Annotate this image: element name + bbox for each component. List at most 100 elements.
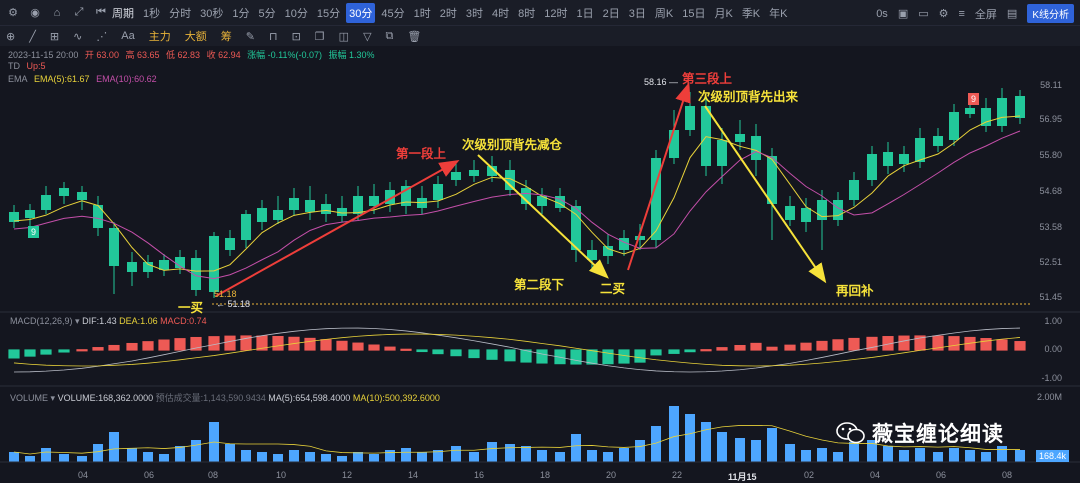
macd-bar <box>190 336 202 351</box>
sliders-icon[interactable]: ≡ <box>958 7 965 20</box>
macd-bar <box>108 344 120 351</box>
top-toolbar: ⚙ ◉ ⌂ ⤢ ⏮ 周期 1秒 分时 30秒 1分 5分 10分 15分 30分 45分 1时 2时… <box>0 0 1080 26</box>
timeframe-5[interactable]: 10分 <box>284 7 308 20</box>
period-label[interactable]: 周期 <box>112 7 134 20</box>
candle <box>651 150 661 248</box>
candle <box>635 224 645 250</box>
main-force-button[interactable]: 主力 <box>148 31 171 43</box>
layers-icon[interactable]: ⧉ <box>385 29 394 42</box>
indicator-toolbar: ⊕ ╱ ⊞ ∿ ⋰ Aa 主力 大额 筹 ✎ ⊓ ⊡ ❐ ◫ ▽ ⧉ 🗑 <box>0 26 1080 46</box>
timeframe-15[interactable]: 1日 <box>576 7 594 20</box>
candle <box>417 186 427 214</box>
fullscreen-button[interactable]: 全屏 <box>974 8 997 21</box>
volume-bar <box>997 446 1007 462</box>
volume-bar <box>717 432 727 462</box>
volume-bar <box>353 452 363 462</box>
macd-bar <box>750 342 762 351</box>
timeframe-19[interactable]: 15日 <box>682 7 706 20</box>
gear-icon[interactable]: ⚙ <box>938 8 949 20</box>
macd-bar <box>536 349 548 364</box>
macd-bar <box>866 336 878 351</box>
pattern-icon[interactable]: ⋰ <box>96 30 108 43</box>
copy-icon[interactable]: ❐ <box>314 30 325 43</box>
rewind-icon[interactable]: ⏮ <box>96 6 106 18</box>
ruler-icon[interactable]: ⊞ <box>49 30 60 43</box>
timeframe-0[interactable]: 1秒 <box>143 7 161 20</box>
timeframe-9[interactable]: 1时 <box>413 7 431 20</box>
text-tool[interactable]: Aa <box>121 30 135 42</box>
candle <box>433 176 443 208</box>
kline-analysis-button[interactable]: K线分析 <box>1027 4 1074 23</box>
timeframe-1[interactable]: 分时 <box>169 7 192 20</box>
layout-icon[interactable]: ▤ <box>1006 8 1018 20</box>
timeframe-6[interactable]: 15分 <box>316 7 341 20</box>
volume-bar <box>555 452 565 462</box>
candle <box>9 205 19 228</box>
timeframe-20[interactable]: 月K <box>714 7 733 20</box>
pencil-icon[interactable]: ✎ <box>245 30 255 43</box>
chips-button[interactable]: 筹 <box>220 31 232 43</box>
volume-bar <box>305 452 315 462</box>
volume-bar <box>225 444 235 462</box>
display-icon[interactable]: ▭ <box>918 8 929 20</box>
macd-bar <box>898 335 910 351</box>
macd-bar <box>368 344 380 351</box>
timeframe-4[interactable]: 5分 <box>258 7 276 20</box>
large-amount-button[interactable]: 大额 <box>184 31 207 43</box>
timeframe-12[interactable]: 4时 <box>492 7 510 20</box>
volume-bar <box>289 450 299 462</box>
timeframe-7[interactable]: 30分 <box>346 2 376 23</box>
timeframe-17[interactable]: 3日 <box>628 7 646 20</box>
coin-icon[interactable]: ◉ <box>30 7 40 19</box>
high-value: 高 63.65 <box>125 50 160 60</box>
macd-bar <box>256 335 268 351</box>
macd-bar <box>520 349 532 363</box>
timeframe-3[interactable]: 1分 <box>232 7 250 20</box>
candle <box>833 192 843 226</box>
candle <box>191 250 201 296</box>
volume-bar <box>337 456 347 462</box>
lock-icon[interactable]: ⊡ <box>291 30 301 43</box>
candle <box>555 188 565 212</box>
timeframe-11[interactable]: 3时 <box>465 7 483 20</box>
timeframe-14[interactable]: 12时 <box>544 7 568 20</box>
macd-value: MACD:0.74 <box>160 316 207 326</box>
volume-ma5: MA(5):654,598.4000 <box>268 393 351 403</box>
annotation-rebuy: 再回补 <box>836 284 874 298</box>
settings-icon[interactable]: ⚙ <box>8 7 18 19</box>
volume-title: VOLUME ▾ VOLUME:168,362.0000 预估成交量:1,143… <box>10 393 440 403</box>
timeframe-2[interactable]: 30秒 <box>200 7 224 20</box>
timeframe-16[interactable]: 2日 <box>602 7 620 20</box>
volume-bar <box>93 444 103 462</box>
macd-bar <box>650 349 662 356</box>
candle <box>849 172 859 206</box>
timeframe-22[interactable]: 年K <box>769 7 788 20</box>
macd-bar <box>416 349 428 353</box>
timeframe-18[interactable]: 周K <box>654 7 674 20</box>
eye-icon[interactable]: ◫ <box>338 30 350 43</box>
candle <box>767 148 777 240</box>
filter-icon[interactable]: ▽ <box>363 30 372 43</box>
timeframe-10[interactable]: 2时 <box>439 7 457 20</box>
wechat-icon <box>836 420 866 446</box>
expand-icon[interactable]: ⤢ <box>74 6 84 18</box>
home-icon[interactable]: ⌂ <box>53 6 61 19</box>
line-tool-icon[interactable]: ╱ <box>29 30 36 43</box>
macd-bar <box>336 340 348 351</box>
volume-bar <box>1015 450 1025 462</box>
countdown: 0s <box>876 7 888 20</box>
volume-bar <box>669 406 679 462</box>
trash-icon[interactable]: 🗑 <box>407 30 422 43</box>
wave-icon[interactable]: ∿ <box>73 30 83 43</box>
macd-bar <box>174 338 186 351</box>
price-tick: 53.58 <box>1039 222 1062 232</box>
magnet-icon[interactable]: ⊓ <box>268 30 278 43</box>
candle <box>1015 90 1025 124</box>
plus-icon[interactable]: ⊕ <box>6 30 16 43</box>
timeframe-21[interactable]: 季K <box>741 7 761 20</box>
timeframe-13[interactable]: 8时 <box>518 7 536 20</box>
camera-icon[interactable]: ▣ <box>897 8 909 20</box>
timeframe-8[interactable]: 45分 <box>381 7 405 20</box>
td-up: Up:5 <box>26 61 46 71</box>
